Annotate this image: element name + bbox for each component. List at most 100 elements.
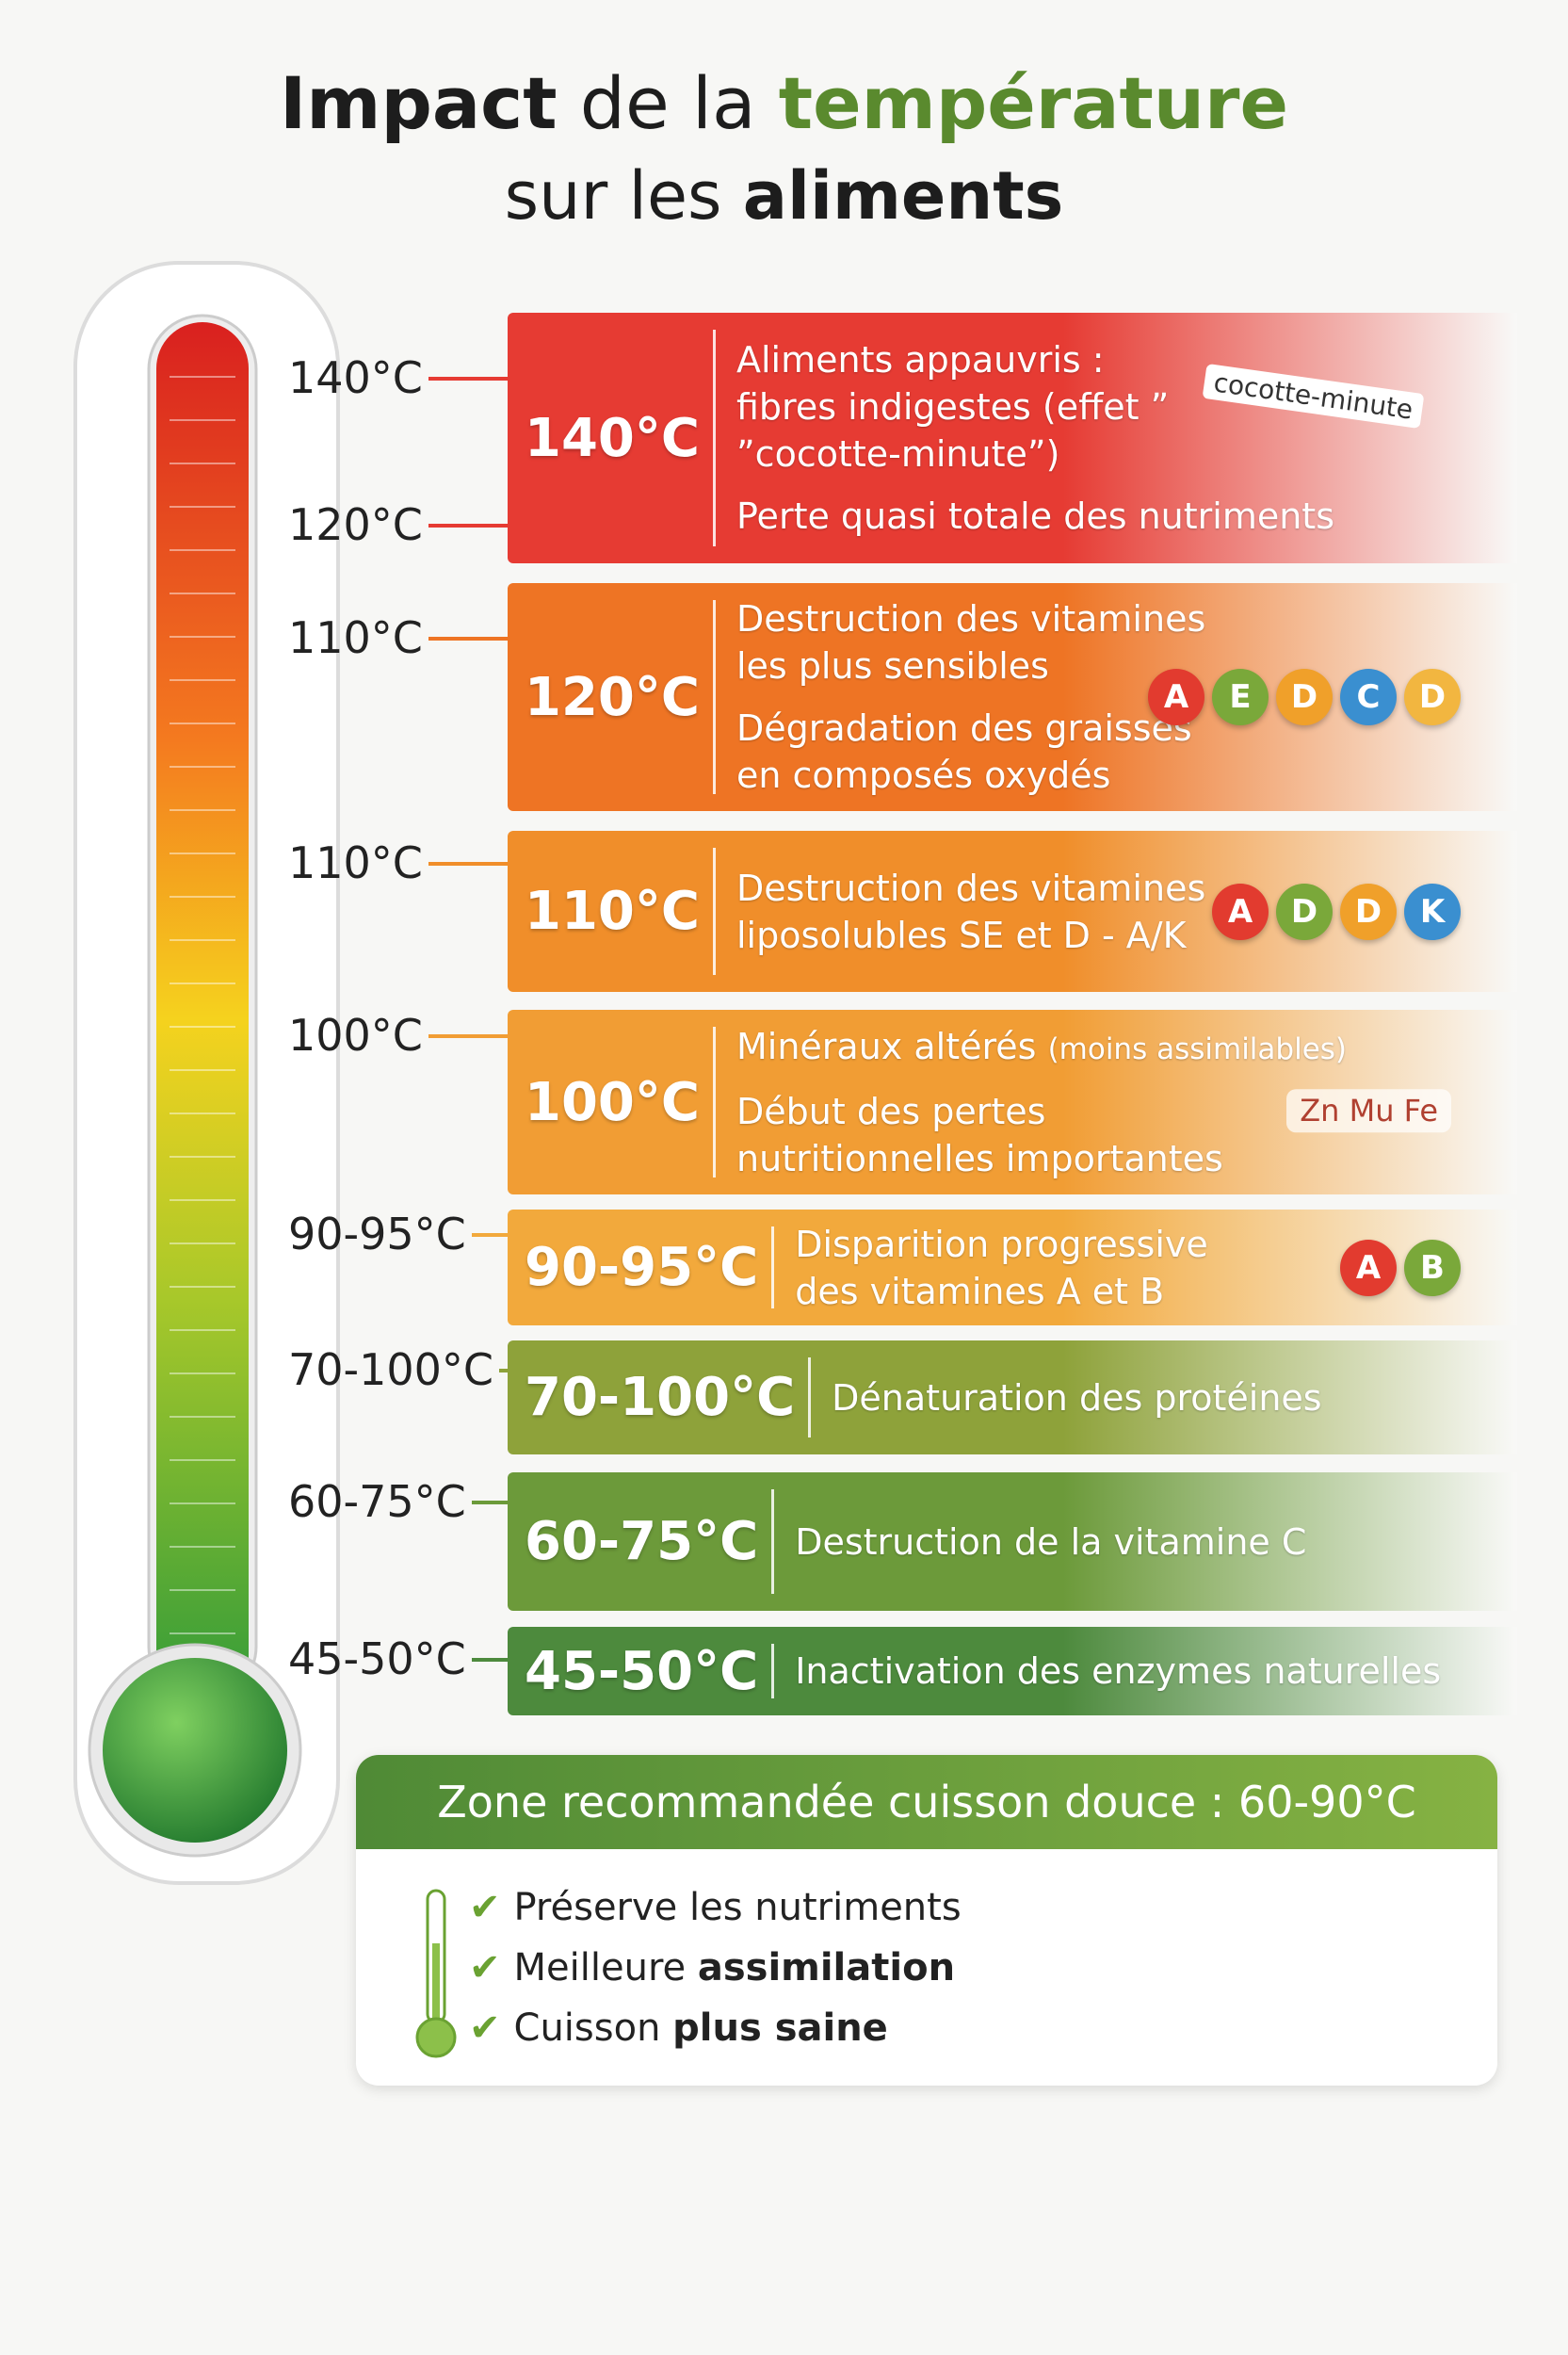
band-line-text: Destruction des vitamines — [736, 598, 1206, 640]
band-temperature: 70-100°C — [525, 1367, 796, 1428]
band-line-text: Destruction de la vitamine C — [795, 1520, 1307, 1563]
thermometer-label: 100°C — [288, 1010, 423, 1061]
thermometer-label: 90-95°C — [288, 1209, 466, 1259]
vitamin-icon: D — [1276, 883, 1333, 940]
band-line-text: fibres indigestes (effet ” — [736, 386, 1170, 428]
vitamin-icon: A — [1340, 1239, 1397, 1296]
band-line: Destruction des vitamines — [736, 865, 1205, 912]
band-line: les plus sensibles — [736, 642, 1205, 690]
band-text: Destruction de la vitamine C — [795, 1519, 1306, 1566]
band-divider — [713, 848, 716, 975]
band-temperature: 45-50°C — [525, 1640, 759, 1702]
title-segment: aliments — [742, 157, 1064, 235]
band-divider — [713, 1027, 716, 1178]
band-line: Destruction des vitamines — [736, 595, 1205, 642]
thermometer-label: 60-75°C — [288, 1476, 466, 1527]
check-icon: ✔ — [469, 1886, 501, 1929]
band-line-text: Perte quasi totale des nutriments — [736, 495, 1334, 537]
connector — [428, 637, 508, 641]
connector — [471, 1233, 508, 1237]
band-text: Destruction des vitamines les plus sensib… — [736, 595, 1205, 799]
connector — [428, 377, 508, 381]
thermometer-label: 45-50°C — [288, 1633, 466, 1684]
connector — [471, 1501, 508, 1504]
temperature-band: 90-95°C Disparition progressive des vitami… — [508, 1210, 1517, 1325]
band-note: (moins assimilables) — [1047, 1031, 1348, 1066]
band-divider — [808, 1357, 812, 1437]
connector — [428, 1034, 508, 1038]
vitamin-icon: D — [1404, 669, 1461, 725]
band-divider — [713, 600, 716, 794]
band-line: fibres indigestes (effet ” — [736, 383, 1334, 430]
band-line: Destruction de la vitamine C — [795, 1519, 1306, 1566]
zone-item-text: Meilleure — [513, 1946, 687, 1990]
title-segment: Impact — [280, 61, 558, 145]
band-line: en composés oxydés — [736, 752, 1205, 799]
band-divider — [771, 1226, 775, 1308]
thermometer-label: 70-100°C — [288, 1344, 494, 1395]
thermometer-label: 120°C — [288, 499, 423, 550]
zone-item-text: Préserve les nutriments — [513, 1886, 962, 1929]
title-segment: température — [778, 61, 1288, 145]
temperature-band: 110°C Destruction des vitamines liposolubl… — [508, 831, 1517, 992]
band-line: ”cocotte-minute”) — [736, 430, 1334, 478]
vitamin-icon: D — [1276, 669, 1333, 725]
temperature-band: 45-50°C Inactivation des enzymes naturell… — [508, 1627, 1517, 1715]
band-temperature: 120°C — [525, 666, 700, 728]
band-line: Disparition progressive — [795, 1221, 1208, 1268]
zone-item: ✔ Meilleure assimilation — [469, 1938, 962, 1998]
band-line-text: Disparition progressive — [795, 1223, 1208, 1265]
temperature-band: 100°C Minéraux altérés (moins assimilable… — [508, 1010, 1517, 1194]
band-divider — [771, 1644, 775, 1698]
band-line-text: les plus sensibles — [736, 645, 1049, 687]
temperature-band: 140°C Aliments appauvris : fibres indigest… — [508, 313, 1517, 563]
band-text: Disparition progressive des vitamines A e… — [795, 1221, 1208, 1315]
vitamin-icon: K — [1404, 883, 1461, 940]
zone-item: ✔ Cuisson plus saine — [469, 1998, 962, 2058]
band-line-text: liposolubles SE et D - A/K — [736, 914, 1187, 956]
connector — [428, 524, 508, 528]
thermometer-label: 110°C — [288, 612, 423, 663]
band-line-text: Minéraux altérés — [736, 1025, 1037, 1067]
band-text: Destruction des vitamines liposolubles SE… — [736, 865, 1205, 959]
band-line-text: Dénaturation des protéines — [832, 1376, 1322, 1419]
band-text: Minéraux altérés (moins assimilables) Déb… — [736, 1023, 1347, 1182]
check-icon: ✔ — [469, 1946, 501, 1990]
band-line: Aliments appauvris : — [736, 336, 1334, 383]
recommended-zone: Zone recommandée cuisson douce : 60-90°C… — [356, 1755, 1497, 2086]
bulb — [103, 1658, 287, 1843]
band-temperature: 140°C — [525, 407, 700, 469]
band-divider — [713, 330, 716, 546]
band-line-text: Inactivation des enzymes naturelles — [795, 1650, 1442, 1692]
band-line-text: nutritionnelles importantes — [736, 1137, 1223, 1179]
band-temperature: 90-95°C — [525, 1237, 759, 1298]
band-line-text: Destruction des vitamines — [736, 867, 1206, 909]
vitamin-icon: D — [1340, 883, 1397, 940]
connector — [428, 862, 508, 866]
band-text: Dénaturation des protéines — [832, 1374, 1321, 1421]
temperature-band: 60-75°C Destruction de la vitamine C — [508, 1472, 1517, 1611]
band-divider — [771, 1489, 775, 1594]
band-temperature: 110°C — [525, 881, 700, 942]
zone-item-text: plus saine — [672, 2006, 888, 2050]
title-segment: sur les — [504, 157, 722, 235]
band-line-text: des vitamines A et B — [795, 1270, 1165, 1312]
vitamin-icon: A — [1212, 883, 1269, 940]
band-line: Perte quasi totale des nutriments — [736, 493, 1334, 540]
thermometer-label: 110°C — [288, 837, 423, 888]
vitamin-icon: A — [1148, 669, 1204, 725]
zone-title: Zone recommandée cuisson douce : 60-90°C — [356, 1755, 1497, 1849]
band-text: Inactivation des enzymes naturelles — [795, 1648, 1441, 1695]
temperature-band: 120°C Destruction des vitamines les plus s… — [508, 583, 1517, 811]
title: Impact de la température sur les aliments — [0, 57, 1568, 241]
band-line-text: Dégradation des graisses — [736, 707, 1192, 749]
zone-item: ✔ Préserve les nutriments — [469, 1877, 962, 1938]
band-line-text: en composés oxydés — [736, 755, 1111, 796]
tube-ticks — [170, 376, 235, 1634]
band-line: nutritionnelles importantes — [736, 1135, 1347, 1182]
minerals-icon: Zn Mu Fe — [1286, 1089, 1451, 1133]
zone-items: ✔ Préserve les nutriments ✔ Meilleure assim… — [469, 1877, 962, 2058]
